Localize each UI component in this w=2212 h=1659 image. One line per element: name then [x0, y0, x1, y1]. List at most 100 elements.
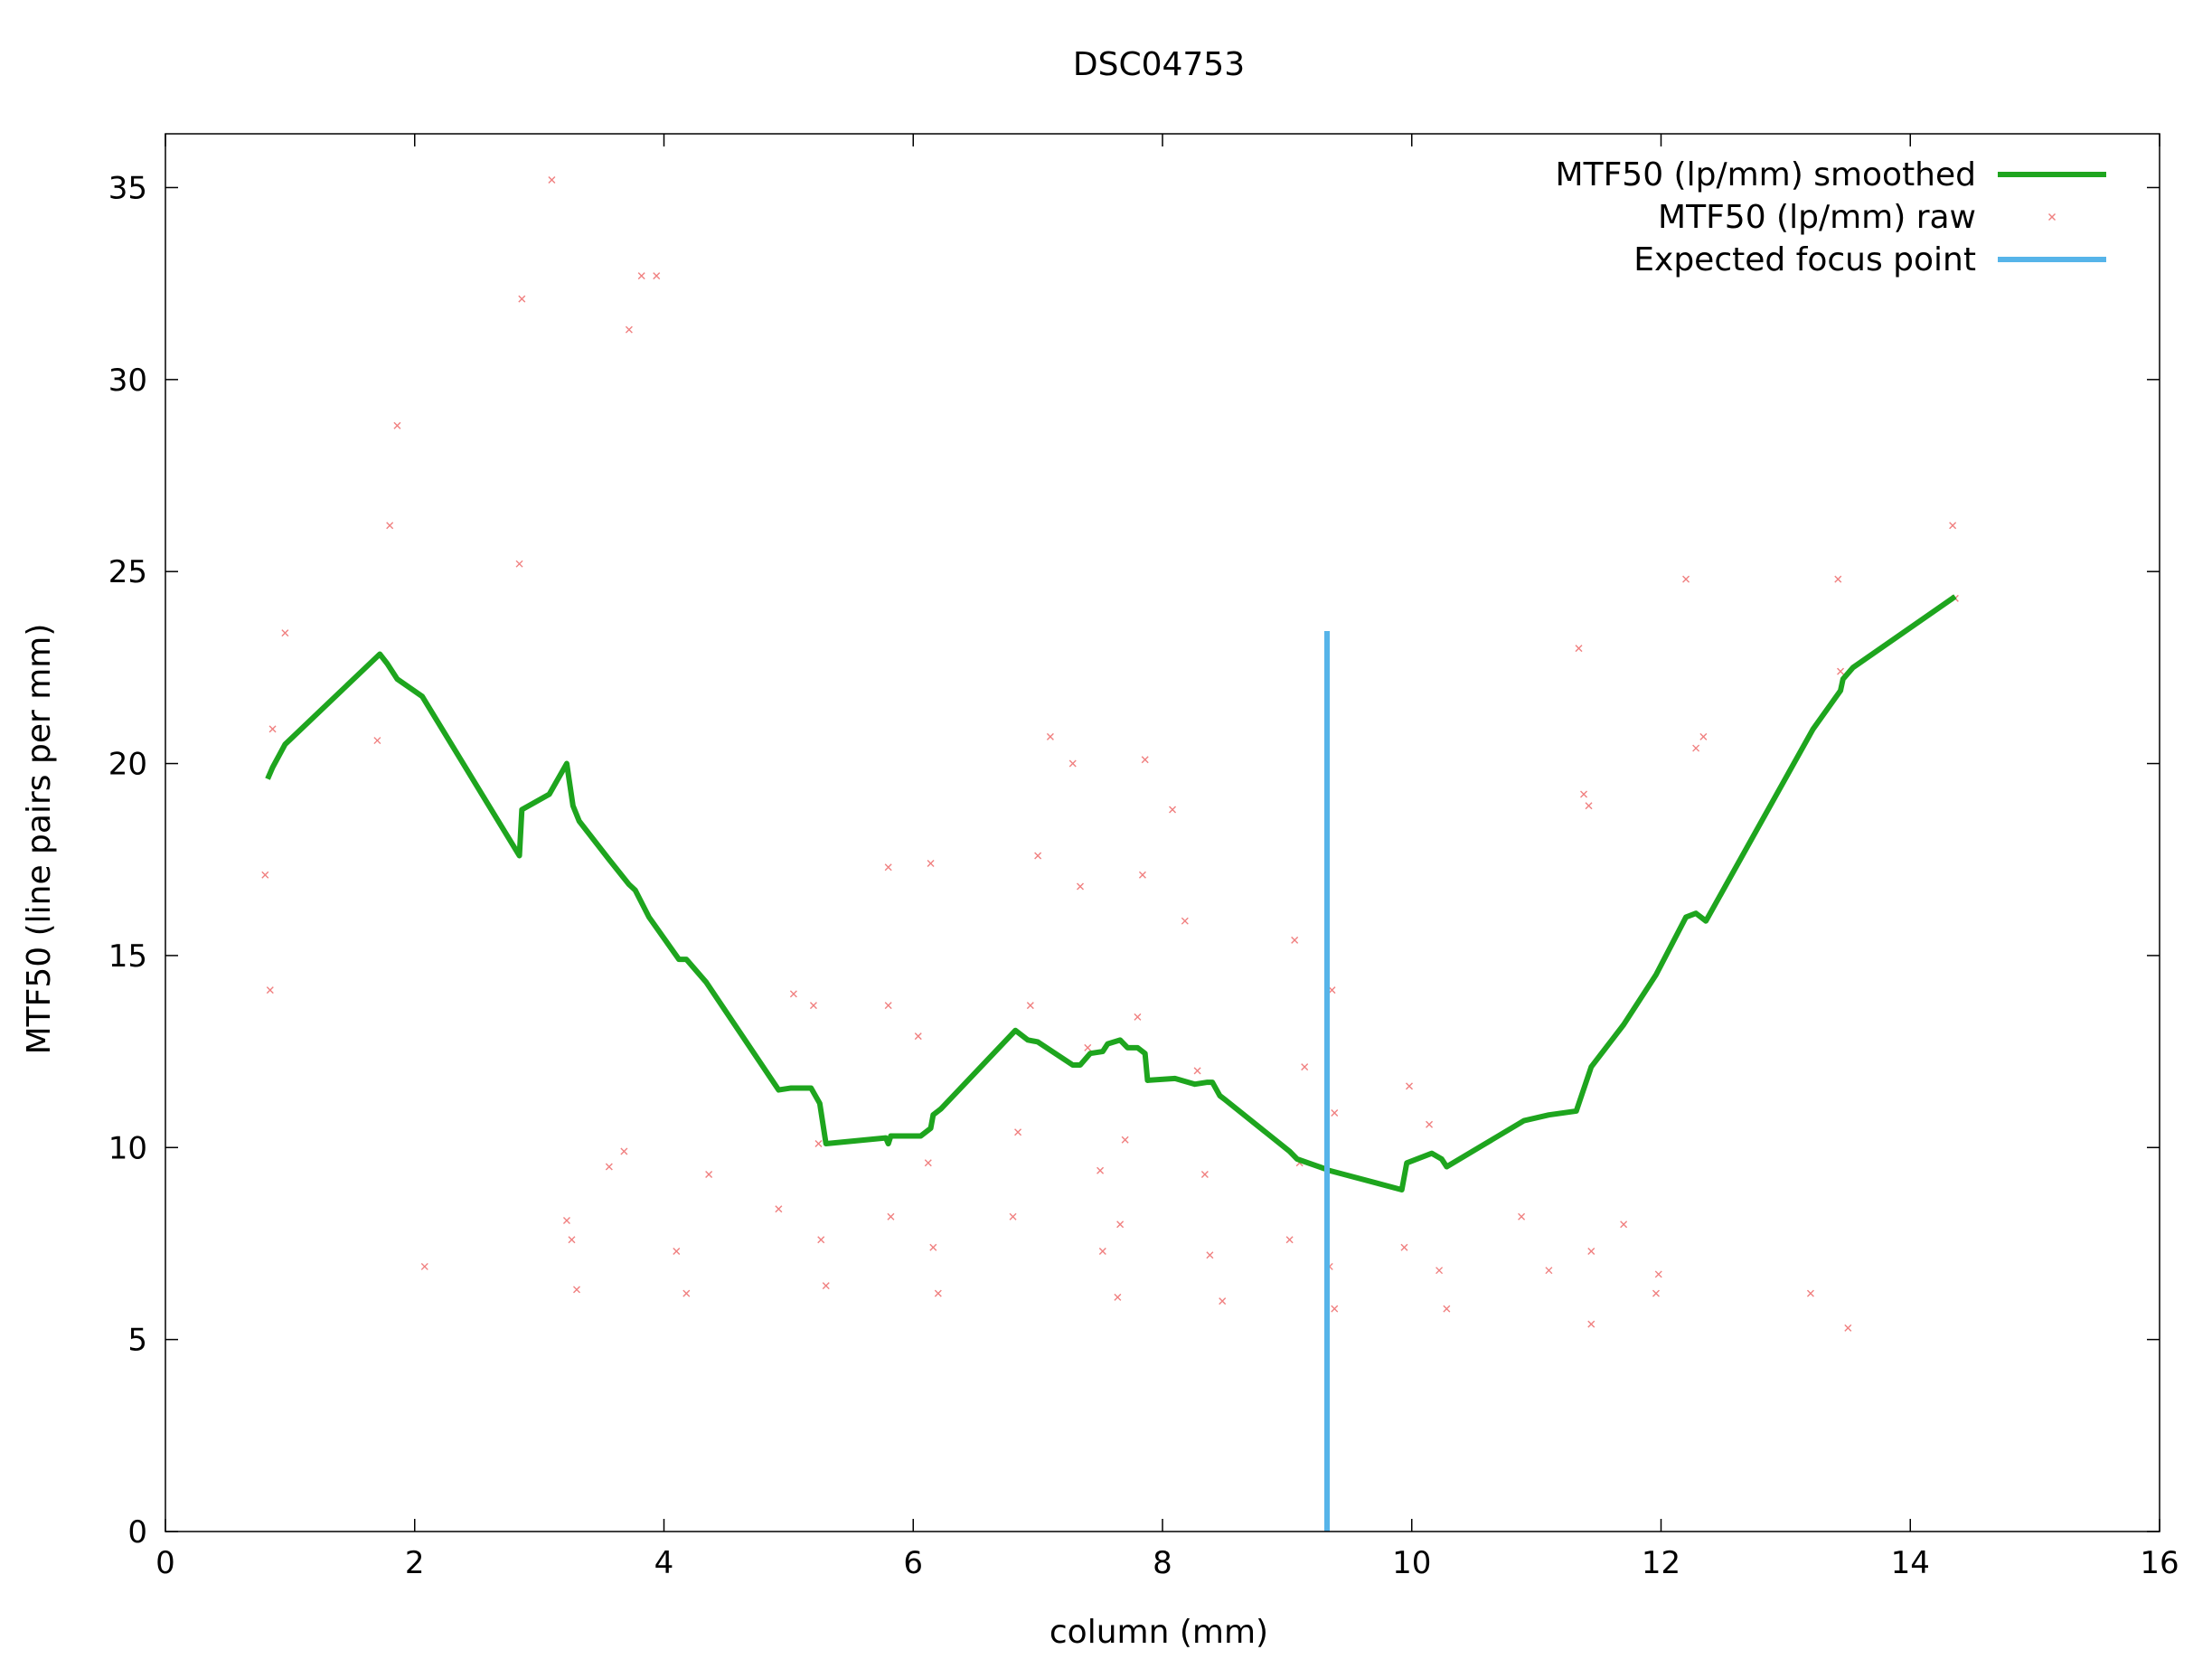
raw-point [1331, 1305, 1339, 1313]
raw-point [518, 295, 526, 303]
raw-point [653, 272, 661, 280]
raw-point [1219, 1297, 1227, 1306]
raw-point-stroke [1121, 1136, 1129, 1144]
raw-point-stroke [814, 1140, 823, 1148]
raw-point-stroke [1654, 1270, 1662, 1278]
raw-point-stroke [1545, 1267, 1553, 1275]
x-tick-label: 16 [2140, 1545, 2179, 1581]
raw-point-stroke [393, 421, 401, 429]
raw-point [1068, 759, 1077, 768]
raw-point [1834, 575, 1842, 583]
y-tick-label: 25 [108, 554, 147, 590]
raw-point-stroke [1138, 871, 1146, 879]
raw-point [884, 863, 892, 872]
raw-point [1084, 1043, 1092, 1051]
raw-point [705, 1171, 713, 1179]
raw-point [1652, 1289, 1660, 1297]
raw-point-stroke [1652, 1289, 1660, 1297]
raw-point [1587, 1320, 1595, 1328]
raw-point [562, 1216, 570, 1224]
raw-point-stroke [1837, 667, 1845, 675]
raw-point-stroke [1400, 1243, 1408, 1251]
raw-point [281, 629, 289, 637]
raw-point-stroke [1405, 1082, 1413, 1090]
raw-point-stroke [1077, 882, 1084, 891]
raw-point [261, 871, 269, 879]
raw-point [1098, 1247, 1106, 1255]
raw-point-stroke [682, 1289, 691, 1297]
raw-point-stroke [572, 1286, 580, 1294]
raw-point-stroke [1084, 1043, 1092, 1051]
raw-point-stroke [1219, 1297, 1227, 1306]
raw-point-stroke [266, 986, 274, 994]
raw-point [1585, 802, 1593, 810]
y-tick-label: 15 [108, 938, 147, 975]
raw-point [814, 1140, 823, 1148]
raw-point-stroke [1518, 1212, 1526, 1221]
y-tick-label: 20 [108, 747, 147, 783]
raw-point-stroke [817, 1236, 825, 1244]
raw-point-stroke [1331, 1305, 1339, 1313]
y-axis-label: MTF50 (line pairs per mm) [21, 624, 58, 1055]
raw-point [789, 990, 797, 998]
raw-point-stroke [1844, 1324, 1852, 1332]
raw-point-stroke [927, 859, 935, 867]
raw-point [884, 1002, 892, 1010]
raw-point [1181, 917, 1189, 925]
raw-point-stroke [1331, 1109, 1339, 1117]
raw-point [1328, 986, 1336, 994]
raw-point-stroke [386, 522, 394, 530]
plot-area [261, 175, 1959, 1532]
raw-point-stroke [605, 1163, 613, 1171]
raw-point [620, 1147, 628, 1155]
raw-point [1654, 1270, 1662, 1278]
legend-label: MTF50 (lp/mm) smoothed [1556, 156, 1976, 193]
raw-point [1193, 1067, 1201, 1075]
raw-point-stroke [1699, 732, 1708, 740]
raw-point [1580, 790, 1588, 798]
raw-point-stroke [887, 1212, 895, 1221]
raw-point-stroke [373, 737, 381, 745]
y-tick-label: 10 [108, 1130, 147, 1166]
raw-point [1046, 732, 1054, 740]
raw-point-stroke [1134, 1013, 1142, 1021]
raw-point-stroke [548, 175, 556, 184]
raw-point-stroke [261, 871, 269, 879]
raw-point [929, 1243, 937, 1251]
raw-point-stroke [1014, 1128, 1022, 1136]
x-tick-label: 12 [1642, 1545, 1680, 1581]
raw-point-stroke [924, 1159, 932, 1167]
x-tick-label: 6 [903, 1545, 923, 1581]
raw-point-stroke [1009, 1212, 1017, 1221]
y-tick-label: 0 [127, 1514, 147, 1551]
raw-point [1575, 645, 1583, 653]
raw-point [809, 1002, 817, 1010]
x-axis: 0 2 4 6 8 10 12 14 16 [155, 134, 2179, 1581]
raw-point [548, 175, 556, 184]
raw-point [914, 1032, 922, 1041]
raw-point-stroke [1193, 1067, 1201, 1075]
x-tick-label: 10 [1392, 1545, 1431, 1581]
raw-point [1291, 936, 1299, 944]
raw-point [775, 1205, 783, 1213]
raw-point-stroke [1328, 986, 1336, 994]
raw-point-stroke [268, 725, 277, 733]
y-axis: 0 5 10 15 20 25 30 35 [108, 170, 2160, 1551]
raw-point-stroke [281, 629, 289, 637]
raw-point-stroke [673, 1247, 681, 1255]
raw-point [1026, 1002, 1034, 1010]
raw-point-stroke [809, 1002, 817, 1010]
smoothed-line [265, 594, 1957, 1192]
raw-point [637, 272, 645, 280]
raw-point-stroke [1620, 1221, 1628, 1229]
raw-point [1014, 1128, 1022, 1136]
raw-point-stroke [1098, 1247, 1106, 1255]
raw-point [1141, 756, 1149, 764]
raw-point-stroke [1949, 522, 1957, 530]
raw-point [1285, 1236, 1294, 1244]
raw-point-stroke [705, 1171, 713, 1179]
x-tick-label: 14 [1891, 1545, 1930, 1581]
raw-point [1405, 1082, 1413, 1090]
raw-point [887, 1212, 895, 1221]
